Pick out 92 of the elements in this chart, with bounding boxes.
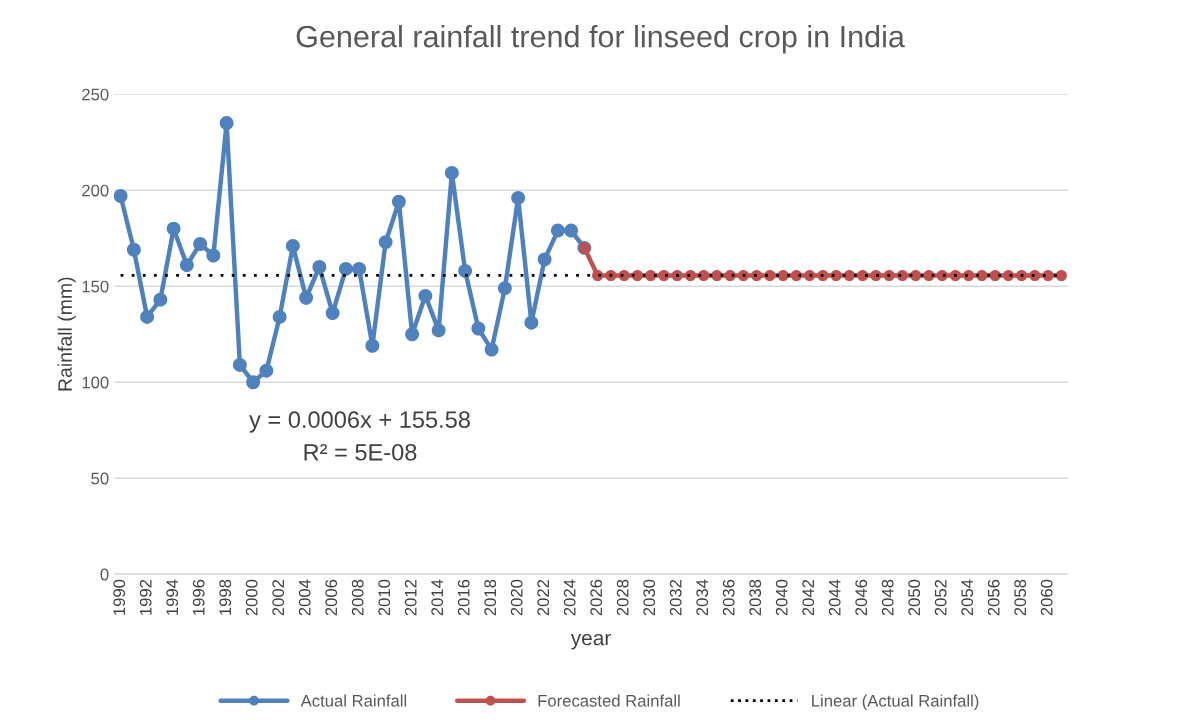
x-tick-label: 2032 (669, 579, 682, 616)
x-tick-label: 2048 (881, 579, 894, 616)
x-tick-label: 2054 (961, 579, 974, 616)
point (114, 189, 128, 203)
x-tick-label: 2018 (484, 579, 497, 616)
y-tick-label: 50 (91, 472, 109, 485)
point (471, 321, 486, 336)
point (497, 281, 512, 296)
legend-label: Actual Rainfall (300, 694, 407, 707)
x-tick-label: 2044 (828, 579, 841, 616)
x-axis-title: year (570, 633, 611, 650)
point (166, 221, 181, 236)
point (126, 242, 141, 257)
x-tick-label: 2052 (934, 579, 947, 616)
x-tick-label: 2046 (855, 579, 868, 616)
y-tick-label: 250 (82, 88, 109, 101)
x-tick-label: 1992 (139, 579, 152, 615)
annotation: y = 0.0006x + 155.58 (249, 411, 470, 433)
point (564, 223, 579, 238)
point (524, 315, 539, 330)
point (1016, 269, 1028, 282)
x-tick-label: 2022 (537, 579, 550, 616)
x-tick-label: 1998 (219, 579, 232, 615)
point (511, 190, 526, 205)
point (817, 269, 829, 282)
chart-title: General rainfall trend for linseed crop in India (296, 24, 905, 54)
point (193, 237, 208, 251)
point (537, 252, 552, 267)
point (365, 338, 380, 353)
point (285, 238, 300, 253)
point (1002, 269, 1014, 282)
point (312, 260, 327, 274)
point (246, 375, 261, 390)
x-tick-label: 2058 (1014, 579, 1027, 616)
x-tick-label: 2042 (802, 579, 815, 616)
point (418, 288, 433, 303)
point (325, 306, 340, 321)
legend-label: Linear (Actual Rainfall) (812, 694, 979, 710)
x-tick-label: 2036 (722, 579, 735, 616)
x-tick-label: 2020 (510, 579, 523, 616)
x-tick-label: 2030 (643, 579, 656, 616)
x-tick-label: 1990 (113, 579, 126, 615)
x-tick-label: 2010 (378, 579, 391, 616)
point (352, 262, 367, 276)
point (299, 290, 314, 305)
point (618, 269, 630, 282)
point (206, 248, 221, 263)
point (338, 262, 353, 276)
x-tick-label: 2056 (987, 579, 1000, 616)
point (431, 323, 446, 338)
point (259, 363, 274, 378)
x-tick-label: 2050 (908, 579, 921, 616)
point (1055, 269, 1067, 282)
point (140, 310, 155, 324)
x-tick-label: 2014 (431, 579, 444, 616)
point (153, 292, 168, 307)
y-axis-title: Rainfall (mm) (57, 277, 76, 391)
legend-label: Forecasted Rainfall (538, 694, 680, 707)
x-tick-label: 2034 (696, 579, 709, 616)
y-tick-label: 150 (82, 280, 109, 293)
x-tick-label: 1996 (192, 579, 205, 615)
x-tick-label: 2026 (590, 579, 603, 616)
x-tick-label: 2038 (749, 579, 762, 616)
annotation: R² = 5E-08 (304, 443, 417, 461)
x-tick-label: 2028 (616, 579, 629, 616)
y-tick-label: 200 (82, 184, 109, 197)
point (484, 342, 499, 357)
point (378, 235, 393, 250)
point (605, 269, 617, 282)
point (444, 166, 459, 180)
y-tick-label: 0 (100, 568, 109, 581)
point (232, 358, 247, 372)
x-tick-label: 1994 (166, 579, 179, 615)
x-tick-label: 2006 (325, 579, 338, 616)
x-tick-label: 2002 (272, 579, 285, 616)
x-tick-label: 2016 (457, 579, 470, 616)
point (179, 258, 194, 273)
x-tick-label: 2008 (351, 579, 364, 616)
point (219, 116, 234, 130)
point (458, 263, 473, 278)
x-tick-label: 2012 (404, 579, 417, 616)
x-tick-label: 2060 (1040, 579, 1053, 616)
x-tick-label: 2004 (298, 579, 311, 616)
point (391, 194, 406, 209)
point (910, 269, 922, 282)
point (405, 327, 420, 342)
x-tick-label: 2024 (563, 579, 576, 616)
x-tick-label: 2040 (775, 579, 788, 616)
y-tick-label: 100 (82, 376, 109, 389)
point (550, 223, 565, 238)
x-tick-label: 2000 (245, 579, 258, 616)
point (272, 310, 287, 324)
